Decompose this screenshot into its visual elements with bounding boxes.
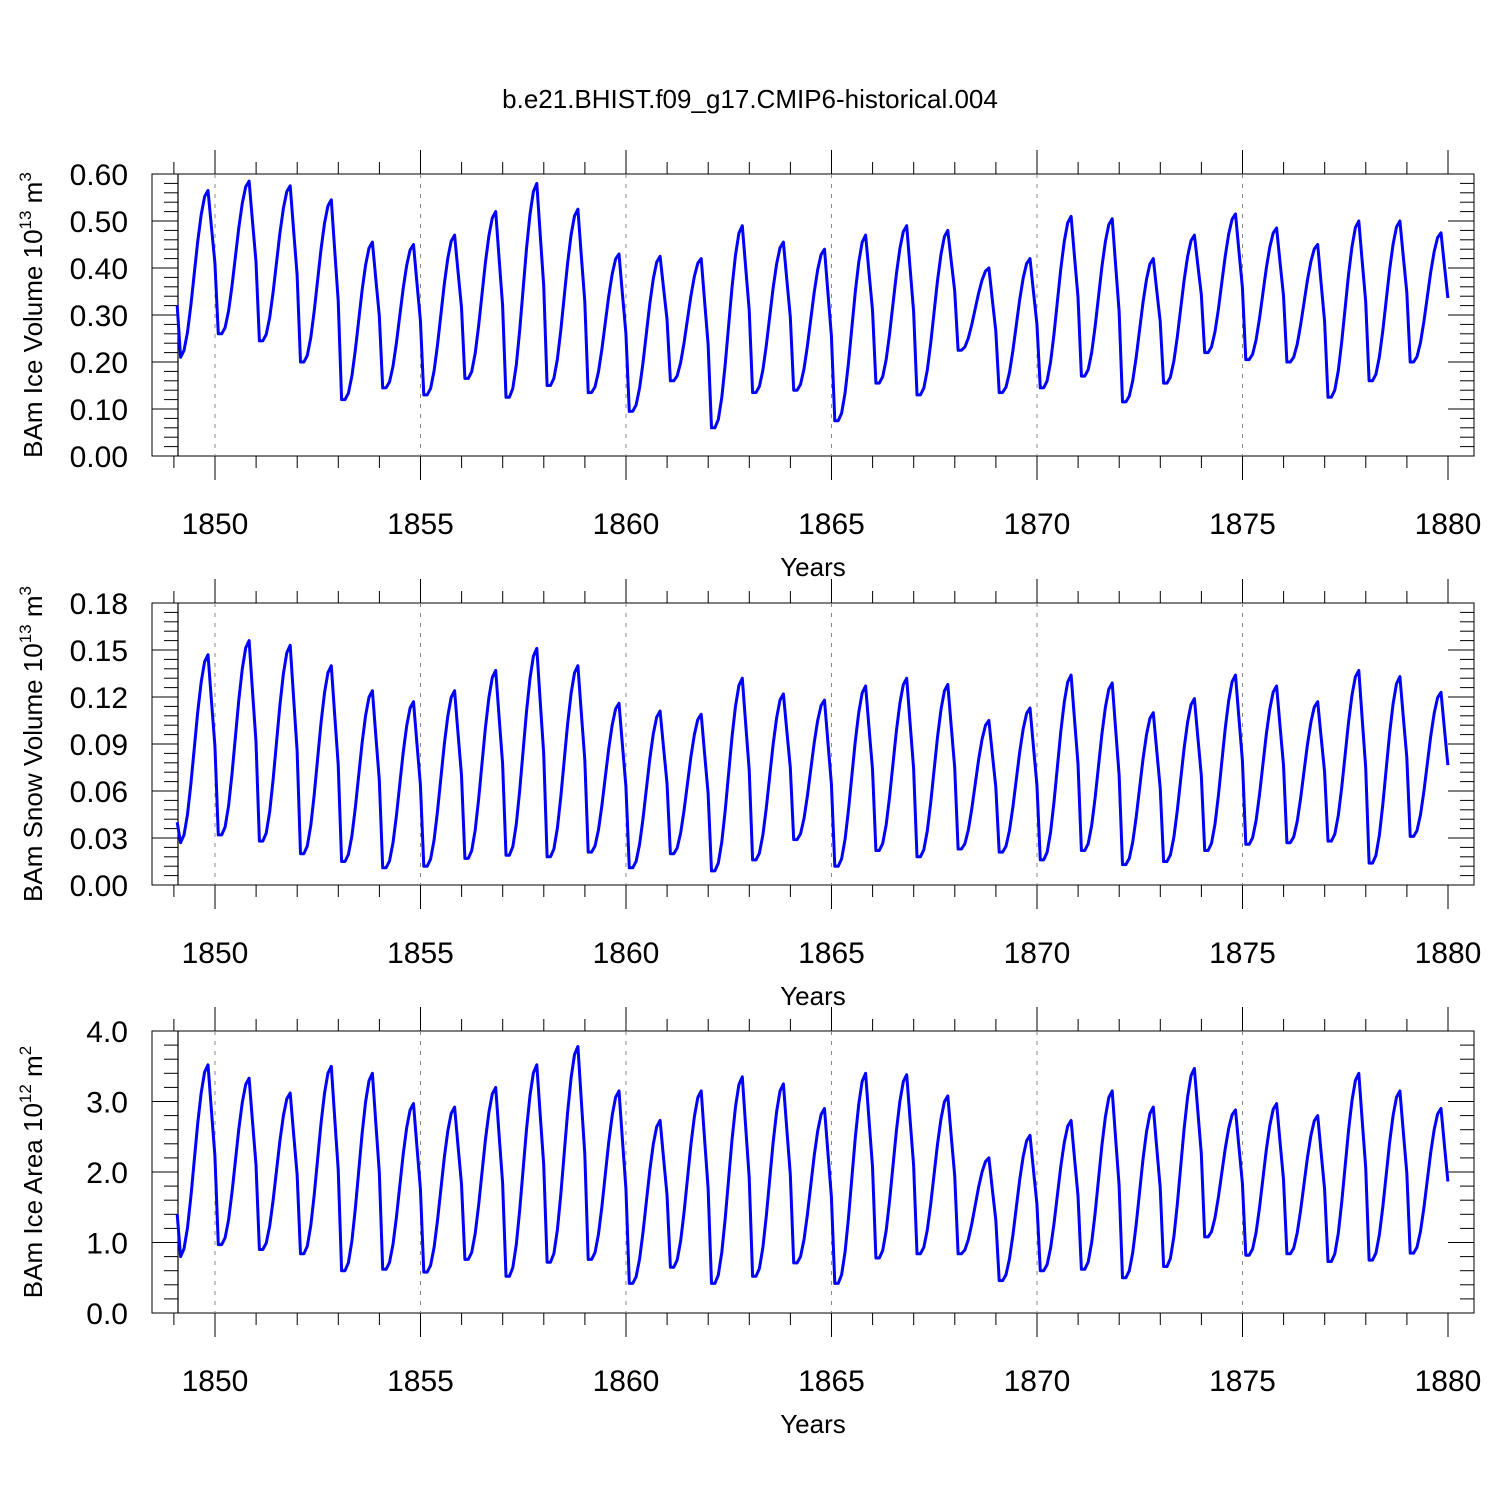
ice-volume-xtick-label: 1870	[1004, 508, 1071, 541]
panel-ice-area: 1850 1855 1860 1865 1870 1875 1880 Years 0.0 1.0 2…	[16, 1007, 1481, 1439]
ice-area-xtick-label: 1860	[593, 1365, 660, 1398]
ice-volume-xtick-label: 1855	[387, 508, 454, 541]
ice-volume-ytick-label: 0.60	[70, 159, 128, 192]
snow-volume-xtick-label: 1880	[1415, 937, 1482, 970]
ice-area-y-axis-label: BAm Ice Area 1012 m2	[16, 1046, 48, 1298]
ice-volume-ytick-label: 0.40	[70, 253, 128, 286]
ice-volume-xtick-label: 1865	[798, 508, 865, 541]
snow-volume-xtick-label: 1855	[387, 937, 454, 970]
snow-volume-ytick-label: 0.03	[70, 823, 128, 856]
ice-volume-xtick-label: 1880	[1415, 508, 1482, 541]
ice-area-ytick-label: 3.0	[86, 1087, 128, 1120]
ice-area-ytick-label: 0.0	[86, 1298, 128, 1331]
ice-area-x-axis-label: Years	[780, 1409, 846, 1439]
ice-area-xtick-label: 1865	[798, 1365, 865, 1398]
snow-volume-y-axis-label: BAm Snow Volume 1013 m3	[16, 586, 48, 902]
snow-volume-x-axis-label: Years	[780, 981, 846, 1011]
ice-area-xtick-label: 1855	[387, 1365, 454, 1398]
ice-volume-series-line	[175, 179, 1450, 430]
ice-area-series-line	[175, 1045, 1450, 1285]
ice-volume-ytick-label: 0.20	[70, 347, 128, 380]
snow-volume-ytick-label: 0.09	[70, 729, 128, 762]
snow-volume-xtick-label: 1870	[1004, 937, 1071, 970]
ice-area-ytick-label: 2.0	[86, 1157, 128, 1190]
ice-volume-frame	[151, 173, 1475, 457]
ice-volume-xtick-label: 1850	[182, 508, 249, 541]
snow-volume-ytick-label: 0.18	[70, 588, 128, 621]
ice-volume-xtick-label: 1860	[593, 508, 660, 541]
ice-area-xtick-label: 1880	[1415, 1365, 1482, 1398]
ice-volume-y-axis-label: BAm Ice Volume 1013 m3	[16, 172, 48, 458]
ice-volume-ytick-label: 0.30	[70, 300, 128, 333]
ice-volume-ytick-label: 0.50	[70, 206, 128, 239]
panel-ice-volume: 1850 1855 1860 1865 1870 1875 1880 Years 0.00 0.1…	[16, 150, 1481, 582]
snow-volume-ytick-label: 0.15	[70, 635, 128, 668]
ice-volume-ytick-label: 0.00	[70, 441, 128, 474]
snow-volume-xtick-label: 1865	[798, 937, 865, 970]
ice-area-xtick-label: 1870	[1004, 1365, 1071, 1398]
snow-volume-ytick-label: 0.06	[70, 776, 128, 809]
ice-volume-x-axis-label: Years	[780, 552, 846, 582]
snow-volume-ytick-label: 0.12	[70, 682, 128, 715]
ice-area-xtick-label: 1875	[1209, 1365, 1276, 1398]
ice-volume-xtick-label: 1875	[1209, 508, 1276, 541]
ice-area-xtick-label: 1850	[182, 1365, 249, 1398]
snow-volume-xtick-label: 1850	[182, 937, 249, 970]
ice-volume-ytick-label: 0.10	[70, 394, 128, 427]
snow-volume-series-line	[175, 639, 1450, 873]
snow-volume-ytick-label: 0.00	[70, 870, 128, 903]
snow-volume-xtick-label: 1860	[593, 937, 660, 970]
panel-snow-volume: 1850 1855 1860 1865 1870 1875 1880 Years 0.00 0.0…	[16, 579, 1481, 1011]
chart-title: b.e21.BHIST.f09_g17.CMIP6-historical.004	[502, 84, 998, 114]
snow-volume-xtick-label: 1875	[1209, 937, 1276, 970]
ice-area-ytick-label: 4.0	[86, 1016, 128, 1049]
ice-area-ytick-label: 1.0	[86, 1228, 128, 1261]
